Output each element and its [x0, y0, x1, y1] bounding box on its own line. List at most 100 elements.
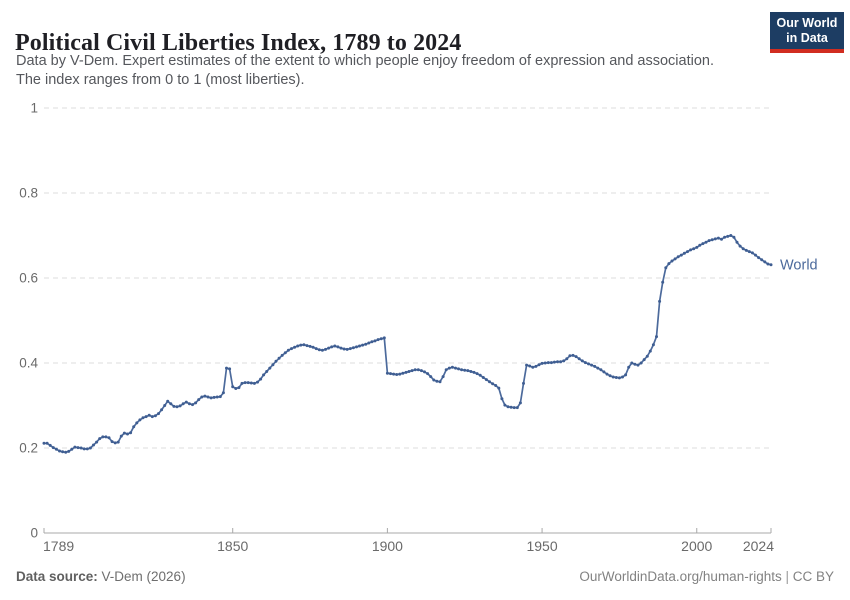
data-point-marker	[447, 366, 451, 370]
data-point-marker	[132, 425, 136, 429]
data-point-marker	[738, 244, 742, 248]
data-point-marker	[701, 242, 705, 246]
data-point-marker	[704, 240, 708, 244]
data-point-marker	[670, 259, 674, 263]
data-point-marker	[621, 375, 624, 379]
data-point-marker	[528, 364, 532, 368]
world-line	[43, 234, 772, 454]
data-point-marker	[515, 406, 519, 410]
data-point-marker	[686, 250, 689, 254]
data-point-marker	[407, 370, 411, 373]
world-series	[43, 234, 772, 454]
data-point-marker	[333, 344, 337, 348]
owid-logo[interactable]: Our World in Data	[770, 12, 844, 53]
data-point-marker	[713, 237, 717, 241]
data-point-marker	[163, 404, 167, 407]
data-point-marker	[191, 403, 194, 407]
data-point-marker	[395, 373, 399, 376]
data-point-marker	[364, 342, 368, 346]
data-point-marker	[726, 234, 730, 238]
data-point-marker	[754, 253, 757, 257]
data-point-marker	[243, 381, 247, 385]
data-source-note: Data source: V-Dem (2026)	[16, 569, 186, 584]
data-point-marker	[212, 395, 216, 399]
data-point-marker	[763, 260, 767, 264]
data-point-marker	[64, 450, 68, 454]
data-point-marker	[197, 398, 201, 402]
data-point-marker	[218, 395, 222, 399]
data-point-marker	[181, 402, 185, 406]
data-point-marker	[268, 366, 272, 370]
subtitle-line-1: Data by V-Dem. Expert estimates of the e…	[16, 53, 714, 69]
data-point-marker	[577, 357, 581, 361]
data-point-marker	[750, 251, 754, 255]
data-point-marker	[85, 447, 89, 451]
chart-subtitle: Data by V-Dem. Expert estimates of the e…	[16, 52, 714, 90]
data-point-marker	[673, 257, 677, 261]
data-point-marker	[426, 372, 430, 376]
data-point-marker	[160, 408, 164, 412]
data-point-marker	[676, 255, 680, 259]
data-point-marker	[280, 353, 284, 357]
data-point-marker	[651, 343, 655, 347]
data-point-marker	[58, 449, 61, 453]
data-point-marker	[627, 365, 631, 369]
data-point-marker	[593, 364, 597, 368]
data-point-marker	[274, 359, 278, 363]
data-point-marker	[531, 365, 535, 369]
data-point-marker	[469, 370, 473, 373]
data-point-marker	[500, 397, 504, 401]
data-point-marker	[302, 343, 306, 347]
y-axis-tick-label: 0.2	[19, 441, 38, 456]
data-point-marker	[330, 345, 334, 349]
data-point-marker	[497, 386, 501, 390]
data-point-marker	[571, 353, 575, 357]
data-point-marker	[126, 432, 129, 436]
data-point-marker	[385, 371, 389, 375]
owid-url-link[interactable]: OurWorldinData.org/human-rights	[579, 569, 782, 584]
data-point-marker	[342, 347, 346, 351]
data-point-marker	[444, 368, 448, 372]
data-point-marker	[107, 436, 111, 440]
data-point-marker	[249, 381, 253, 385]
data-point-marker	[599, 368, 603, 372]
y-axis-tick-label: 0.8	[19, 186, 38, 201]
data-point-marker	[574, 355, 578, 359]
license-label[interactable]: CC BY	[792, 569, 834, 584]
data-point-marker	[419, 369, 423, 373]
data-point-marker	[194, 401, 198, 405]
data-point-marker	[475, 372, 479, 376]
data-point-marker	[153, 414, 157, 418]
data-point-marker	[228, 367, 232, 371]
data-point-marker	[336, 345, 340, 349]
data-point-marker	[203, 394, 207, 398]
data-point-marker	[286, 348, 290, 352]
data-point-marker	[209, 396, 213, 400]
data-point-marker	[679, 253, 683, 257]
data-point-marker	[503, 403, 507, 407]
data-point-marker	[639, 361, 643, 365]
data-point-marker	[735, 240, 739, 244]
data-point-marker	[707, 239, 711, 243]
data-point-marker	[240, 381, 244, 385]
data-point-marker	[423, 370, 426, 374]
data-point-marker	[760, 258, 764, 262]
data-point-marker	[45, 441, 49, 445]
footer-separator: |	[781, 569, 793, 584]
data-point-marker	[119, 434, 123, 438]
data-point-marker	[710, 238, 714, 242]
data-point-marker	[636, 363, 640, 367]
data-point-marker	[429, 375, 433, 379]
data-point-marker	[398, 372, 402, 376]
data-point-marker	[370, 340, 374, 344]
data-point-marker	[246, 381, 250, 385]
data-point-marker	[602, 370, 606, 374]
data-point-marker	[689, 248, 693, 252]
world-series-markers	[42, 234, 773, 454]
y-axis-tick-label: 1	[30, 101, 38, 116]
data-point-marker	[720, 237, 723, 241]
world-series-label[interactable]: World	[780, 257, 818, 273]
data-point-marker	[658, 299, 662, 303]
